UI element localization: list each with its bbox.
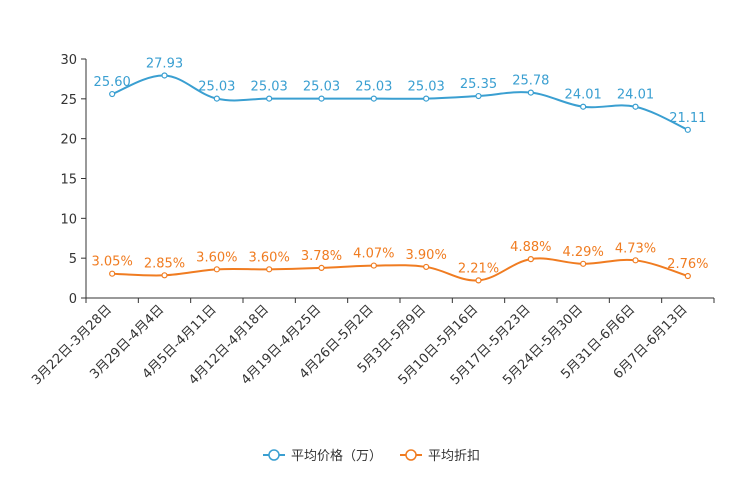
y-axis: 0 5 10 15 20 25 30 — [60, 53, 87, 307]
series-avg-discount: 3.05% 2.85% 3.60% 3.60% 3.78% 4.07% 3.90% 2.21%… — [92, 240, 708, 284]
data-point[interactable] — [580, 260, 587, 267]
data-point[interactable] — [213, 95, 220, 102]
data-point[interactable] — [527, 89, 534, 96]
data-point[interactable] — [684, 126, 691, 133]
data-label: 25.03 — [303, 80, 340, 95]
data-point[interactable] — [632, 103, 639, 110]
data-label: 2.85% — [144, 256, 185, 271]
legend-swatch-marker — [405, 449, 417, 461]
data-label: 3.05% — [92, 255, 133, 270]
data-label: 4.73% — [615, 241, 656, 256]
data-label: 2.21% — [458, 261, 499, 276]
data-label: 3.78% — [301, 249, 342, 264]
data-label: 25.60 — [94, 75, 131, 90]
data-label: 25.03 — [198, 80, 235, 95]
data-label: 4.07% — [353, 247, 394, 262]
data-point[interactable] — [527, 256, 534, 263]
data-label: 25.35 — [460, 77, 497, 92]
legend-item-avg-price[interactable]: 平均价格（万） — [263, 448, 382, 464]
data-label: 25.03 — [408, 80, 445, 95]
data-point[interactable] — [213, 266, 220, 273]
data-label: 21.11 — [669, 111, 706, 126]
y-tick-label: 25 — [60, 93, 77, 108]
legend[interactable]: 平均价格（万） 平均折扣 — [263, 448, 480, 464]
legend-item-avg-discount[interactable]: 平均折扣 — [400, 449, 480, 464]
data-point[interactable] — [318, 264, 325, 271]
data-point[interactable] — [370, 262, 377, 269]
data-point[interactable] — [266, 95, 273, 102]
data-label: 27.93 — [146, 56, 183, 71]
y-tick-label: 0 — [69, 292, 77, 307]
legend-swatch-marker — [268, 449, 280, 461]
data-point[interactable] — [580, 103, 587, 110]
data-label: 3.60% — [249, 250, 290, 265]
y-tick-label: 15 — [60, 173, 77, 188]
series-layer: 25.60 27.93 25.03 25.03 25.03 25.03 25.03 25.35… — [92, 56, 708, 284]
series-avg-price: 25.60 27.93 25.03 25.03 25.03 25.03 25.03 25.35… — [94, 56, 706, 133]
data-label: 3.90% — [406, 248, 447, 263]
data-point[interactable] — [109, 270, 116, 277]
data-point[interactable] — [318, 95, 325, 102]
data-point[interactable] — [632, 257, 639, 264]
y-tick-label: 5 — [69, 252, 77, 267]
legend-label: 平均价格（万） — [291, 448, 382, 464]
data-label: 24.01 — [565, 88, 602, 103]
data-point[interactable] — [684, 272, 691, 280]
data-label: 3.60% — [196, 250, 237, 265]
data-point[interactable] — [370, 95, 377, 102]
data-label: 25.78 — [512, 74, 549, 89]
data-label: 25.03 — [355, 80, 392, 95]
data-label: 4.29% — [563, 245, 604, 260]
data-point[interactable] — [161, 72, 168, 79]
legend-label: 平均折扣 — [428, 449, 480, 464]
y-tick-label: 10 — [60, 212, 77, 227]
series-line — [111, 74, 689, 131]
data-point[interactable] — [423, 95, 430, 102]
y-tick-label: 20 — [60, 133, 77, 148]
x-axis: 3月22日-3月28日3月29日-4月4日4月5日-4月11日4月12日-4月1… — [29, 297, 715, 388]
data-point[interactable] — [423, 263, 430, 271]
data-point[interactable] — [475, 92, 482, 100]
data-point[interactable] — [161, 272, 168, 279]
y-tick-label: 30 — [60, 53, 77, 68]
data-point[interactable] — [266, 266, 273, 273]
data-point[interactable] — [109, 90, 116, 98]
data-label: 24.01 — [617, 88, 654, 103]
data-label: 25.03 — [251, 80, 288, 95]
series-line — [112, 257, 689, 282]
data-label: 4.88% — [510, 240, 551, 255]
data-label: 2.76% — [667, 257, 708, 272]
data-point[interactable] — [475, 277, 482, 284]
